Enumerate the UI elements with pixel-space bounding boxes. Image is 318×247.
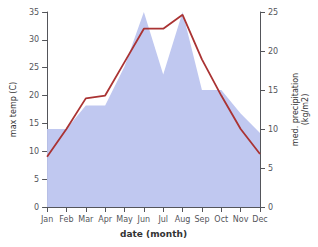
svg-text:Nov: Nov — [233, 215, 249, 224]
svg-text:Aug: Aug — [175, 215, 191, 224]
svg-text:5: 5 — [268, 164, 273, 173]
svg-text:Mar: Mar — [78, 215, 94, 224]
svg-text:5: 5 — [34, 175, 39, 184]
svg-text:date (month): date (month) — [120, 229, 187, 239]
svg-text:Sep: Sep — [194, 215, 209, 224]
svg-text:Jul: Jul — [157, 215, 168, 224]
svg-text:10: 10 — [268, 125, 278, 134]
svg-text:(kg/m2): (kg/m2) — [301, 94, 310, 126]
svg-text:25: 25 — [268, 8, 278, 17]
svg-text:15: 15 — [268, 86, 278, 95]
svg-text:May: May — [116, 215, 133, 224]
svg-text:35: 35 — [29, 8, 39, 17]
svg-text:25: 25 — [29, 63, 39, 72]
svg-text:med. precipitation: med. precipitation — [291, 73, 300, 146]
svg-text:Oct: Oct — [214, 215, 228, 224]
svg-text:max temp (C): max temp (C) — [9, 82, 18, 137]
svg-text:Feb: Feb — [59, 215, 73, 224]
svg-text:Apr: Apr — [98, 215, 113, 224]
svg-text:0: 0 — [268, 203, 273, 212]
svg-text:10: 10 — [29, 147, 39, 156]
svg-text:20: 20 — [268, 47, 278, 56]
svg-text:20: 20 — [29, 91, 39, 100]
svg-text:0: 0 — [34, 203, 39, 212]
svg-text:Jun: Jun — [137, 215, 151, 224]
svg-text:Jan: Jan — [40, 215, 53, 224]
svg-text:15: 15 — [29, 119, 39, 128]
svg-text:Dec: Dec — [252, 215, 267, 224]
svg-text:30: 30 — [29, 35, 39, 44]
